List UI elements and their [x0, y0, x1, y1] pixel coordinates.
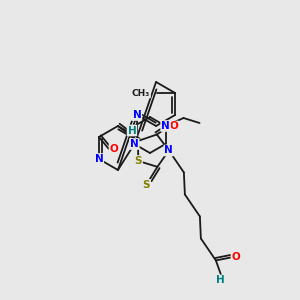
Text: O: O: [232, 253, 240, 262]
Text: N: N: [130, 139, 139, 149]
Text: N: N: [94, 154, 103, 164]
Text: N: N: [161, 121, 170, 131]
Text: S: S: [143, 180, 150, 190]
Text: H: H: [128, 125, 136, 136]
Text: S: S: [134, 156, 142, 166]
Text: O: O: [110, 144, 118, 154]
Text: H: H: [217, 275, 225, 286]
Text: N: N: [164, 146, 173, 155]
Text: N: N: [133, 110, 141, 120]
Text: CH₃: CH₃: [132, 88, 150, 98]
Text: O: O: [169, 122, 178, 131]
